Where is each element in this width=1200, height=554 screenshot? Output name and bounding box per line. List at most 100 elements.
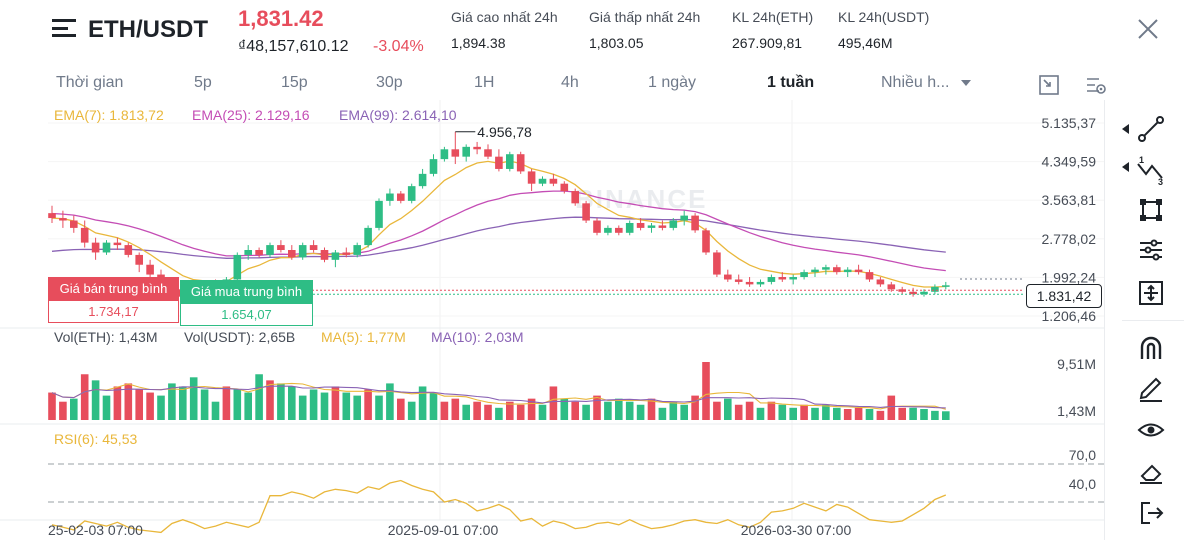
stat-high-24h: Giá cao nhất 24h 1,894.38 bbox=[451, 9, 558, 51]
volume-bar bbox=[909, 407, 917, 420]
volume-bar bbox=[168, 383, 176, 420]
volume-bar bbox=[647, 398, 656, 420]
candle bbox=[288, 250, 296, 258]
volume-bar bbox=[669, 401, 678, 420]
candle bbox=[331, 252, 340, 260]
volume-bar bbox=[70, 398, 78, 420]
trend-line-icon[interactable] bbox=[1134, 112, 1168, 146]
candle bbox=[800, 272, 808, 278]
x-axis-label: 2026-03-30 07:00 bbox=[741, 522, 852, 538]
volume-bar bbox=[876, 410, 885, 420]
pattern-tool-icon[interactable] bbox=[1134, 193, 1168, 227]
volume-bar bbox=[157, 395, 165, 420]
exit-icon[interactable] bbox=[1134, 495, 1168, 529]
horizontal-lines-icon[interactable] bbox=[1134, 233, 1168, 267]
volume-bar bbox=[375, 395, 383, 420]
price-axis-label: 4.349,59 bbox=[1042, 154, 1097, 170]
pair-title[interactable]: ETH/USDT bbox=[88, 16, 208, 43]
candle bbox=[876, 279, 885, 285]
candle bbox=[309, 245, 318, 251]
stat-label: Giá cao nhất 24h bbox=[451, 9, 558, 25]
x-axis-label: 25-02-03 07:00 bbox=[48, 522, 143, 538]
candle bbox=[516, 154, 525, 172]
volume-bar bbox=[462, 404, 470, 420]
fullscreen-exit-icon[interactable] bbox=[1038, 74, 1060, 96]
stat-value: 1,803.05 bbox=[589, 35, 644, 51]
chevron-down-icon bbox=[960, 79, 971, 86]
volume-bar bbox=[854, 407, 863, 420]
axis-labels: 5.135,37 4.349,59 3.563,81 2.778,02 1.992,24… bbox=[48, 115, 1096, 538]
candle bbox=[909, 291, 917, 295]
tab-1d[interactable]: 1 ngày bbox=[648, 74, 697, 91]
price-chart[interactable]: BINANCE 4.956,78 5.135,37 4.349,59 3.563,8… bbox=[0, 100, 1104, 540]
candle bbox=[669, 220, 678, 228]
tab-1w[interactable]: 1 tuần bbox=[767, 74, 815, 91]
volume-bar bbox=[364, 389, 372, 420]
volume-bar bbox=[658, 407, 667, 420]
candle bbox=[80, 227, 89, 243]
rsi-axis-label: 70,0 bbox=[1069, 447, 1096, 463]
candle bbox=[386, 193, 394, 201]
tab-30m[interactable]: 30p bbox=[376, 74, 403, 91]
candle bbox=[593, 220, 601, 233]
legend-ma5: MA(5): 1,77M bbox=[321, 329, 406, 345]
candle bbox=[767, 277, 776, 282]
volume-bar bbox=[113, 386, 122, 420]
volume-bar bbox=[920, 409, 928, 420]
volume-bar bbox=[233, 389, 242, 420]
close-icon[interactable] bbox=[1136, 17, 1160, 41]
ma5-path bbox=[51, 382, 946, 410]
volume-ma-lines bbox=[51, 382, 946, 410]
volume-bar bbox=[691, 395, 699, 420]
ema99-line bbox=[51, 216, 946, 259]
measure-tool-icon[interactable] bbox=[1134, 276, 1168, 310]
volume-bar bbox=[135, 389, 143, 420]
volume-bar bbox=[255, 374, 263, 420]
candle bbox=[625, 222, 634, 233]
candle bbox=[680, 215, 688, 221]
candle bbox=[320, 250, 329, 260]
menu-icon[interactable] bbox=[52, 18, 76, 38]
candle bbox=[102, 242, 111, 253]
volume-bar bbox=[887, 395, 896, 420]
volume-bar bbox=[702, 362, 710, 420]
magnet-icon[interactable] bbox=[1134, 331, 1168, 365]
volume-bar bbox=[124, 383, 133, 420]
volume-bar bbox=[277, 383, 285, 420]
volume-bar bbox=[429, 392, 438, 420]
volume-bar bbox=[800, 404, 808, 420]
volume-bar bbox=[843, 409, 852, 420]
volume-bar bbox=[582, 404, 590, 420]
candle bbox=[702, 230, 710, 253]
candle bbox=[549, 178, 558, 184]
candle bbox=[538, 178, 547, 184]
tab-1h[interactable]: 1H bbox=[474, 74, 495, 91]
candle bbox=[462, 146, 470, 157]
eraser-icon[interactable] bbox=[1134, 454, 1168, 488]
indicator-settings-icon[interactable] bbox=[1085, 74, 1107, 96]
tab-15m[interactable]: 15p bbox=[281, 74, 308, 91]
legend-rsi: RSI(6): 45,53 bbox=[54, 431, 138, 447]
tab-5m[interactable]: 5p bbox=[194, 74, 212, 91]
fibonacci-icon[interactable]: 1 3 bbox=[1134, 152, 1168, 186]
volume-bar bbox=[865, 409, 874, 420]
ema25-line bbox=[51, 190, 946, 272]
candle bbox=[407, 186, 416, 201]
current-price-tag: 1.831,42 bbox=[1026, 284, 1102, 308]
volume-bar bbox=[506, 401, 514, 420]
stat-low-24h: Giá thấp nhất 24h 1,803.05 bbox=[589, 9, 700, 51]
svg-text:3: 3 bbox=[1158, 177, 1163, 186]
stat-label: KL 24h(ETH) bbox=[732, 9, 814, 25]
high-label: 4.956,78 bbox=[477, 124, 532, 140]
tab-time[interactable]: Thời gian bbox=[56, 74, 124, 91]
volume-bar bbox=[407, 401, 416, 420]
tab-more[interactable]: Nhiều h... bbox=[881, 74, 972, 92]
candle bbox=[822, 267, 830, 270]
eye-icon[interactable] bbox=[1134, 413, 1168, 447]
draw-pencil-icon[interactable] bbox=[1134, 371, 1168, 405]
legend-ema7: EMA(7): 1.813,72 bbox=[54, 107, 164, 123]
tab-4h[interactable]: 4h bbox=[561, 74, 579, 91]
volume-bar bbox=[734, 404, 743, 420]
price-axis-label: 1.992,24 bbox=[1042, 269, 1097, 285]
volume-bar bbox=[942, 411, 950, 420]
